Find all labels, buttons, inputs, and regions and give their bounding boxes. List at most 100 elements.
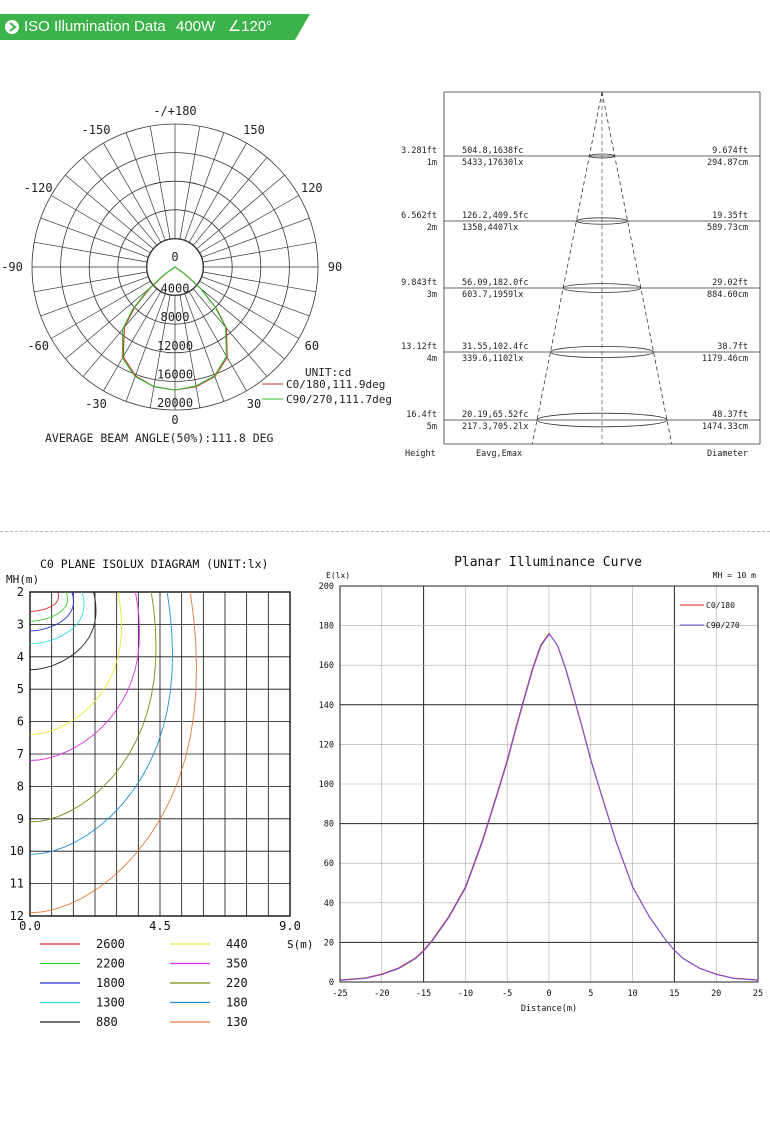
polar-spoke — [184, 293, 225, 402]
polar-legend-entry: C0/180,111.9deg — [286, 378, 385, 391]
planar-y-tick: 0 — [329, 978, 334, 988]
planar-title: Planar Illuminance Curve — [454, 555, 642, 570]
polar-spoke — [40, 217, 149, 258]
cone-col-height: Height — [405, 449, 436, 459]
polar-spoke — [184, 132, 225, 241]
cone-col-eavg: Eavg,Emax — [476, 449, 522, 459]
cone-col-diameter: Diameter — [707, 449, 748, 459]
cone-diameter-ft: 19.35ft — [712, 211, 748, 221]
cone-ellipse — [562, 283, 642, 293]
isolux-legend-entry: 180 — [226, 996, 248, 1010]
polar-spoke — [201, 276, 310, 317]
planar-x-tick: -15 — [416, 989, 431, 999]
cone-diameter-cm: 1474.33cm — [702, 422, 748, 432]
polar-spoke — [103, 291, 162, 392]
cone-fc: 56.09,182.0fc — [462, 278, 529, 288]
isolux-contour-350 — [29, 591, 140, 761]
section-divider — [0, 531, 770, 532]
cone-ellipse — [588, 153, 616, 159]
cone-lx: 603.7,1959lx — [462, 290, 523, 300]
planar-x-label: Distance(m) — [521, 1004, 577, 1014]
planar-legend-entry: C90/270 — [706, 621, 740, 630]
polar-spoke — [199, 280, 300, 339]
polar-spoke — [196, 284, 285, 360]
cone-diameter-cm: 589.73cm — [707, 223, 748, 233]
polar-spoke — [82, 288, 158, 377]
isolux-legend-entry: 880 — [96, 1015, 118, 1029]
planar-y-label: E(lx) — [326, 571, 350, 580]
cone-diameter-cm: 294.87cm — [707, 158, 748, 168]
cone-ellipse — [576, 217, 628, 225]
planar-note: MH = 10 m — [713, 571, 757, 580]
cone-height-m: 3m — [427, 290, 437, 300]
polar-angle-label: -30 — [85, 397, 107, 411]
isolux-diagram: 2 3 4 5 6 7 8 9 10 11 120.0 4.5 9.0 C0 PLANE ISOLUX D… — [6, 557, 314, 1029]
banner-power: 400W — [176, 18, 216, 35]
cone-diameter-ft: 9.674ft — [712, 146, 748, 156]
polar-spoke — [149, 294, 171, 408]
planar-y-tick: 160 — [319, 661, 334, 671]
cone-height-ft: 13.12ft — [401, 342, 437, 352]
polar-spoke — [125, 293, 166, 402]
isolux-legend-entry: 440 — [226, 937, 248, 951]
polar-spoke — [202, 271, 316, 293]
polar-spoke — [188, 291, 247, 392]
polar-angle-label: 60 — [305, 339, 319, 353]
polar-footer: AVERAGE BEAM ANGLE(50%):111.8 DEG — [45, 431, 274, 445]
isolux-legend-entry: 220 — [226, 976, 248, 990]
planar-x-tick: -25 — [332, 989, 347, 999]
cone-height-ft: 16.4ft — [406, 410, 437, 420]
isolux-legend-entry: 2200 — [96, 957, 125, 971]
cone-fc: 31.55,102.4fc — [462, 342, 529, 352]
isolux-y-tick: 11 — [10, 877, 24, 891]
polar-spoke — [201, 217, 310, 258]
cone-fc: 20.19,65.52fc — [462, 410, 529, 420]
polar-spoke — [149, 126, 171, 240]
polar-legend-entry: C90/270,111.7deg — [286, 393, 392, 406]
isolux-contour-440 — [29, 591, 122, 736]
cone-lx: 5433,17630lx — [462, 158, 523, 168]
polar-spoke — [82, 157, 158, 246]
cone-ellipse — [550, 345, 654, 358]
banner-title: ISO Illumination Data — [24, 18, 166, 35]
cone-diameter-ft: 29.02ft — [712, 278, 748, 288]
polar-spoke — [103, 142, 162, 243]
planar-x-tick: 20 — [711, 989, 721, 999]
cone-height-ft: 6.562ft — [401, 211, 437, 221]
isolux-y-tick: 12 — [10, 909, 24, 923]
planar-x-tick: 15 — [669, 989, 679, 999]
polar-spoke — [196, 174, 285, 250]
polar-candela-chart: -/+180 -150 150 -120 120 -90 90 -60 60 -30 30 0 0 400… — [1, 104, 392, 445]
planar-y-tick: 140 — [319, 701, 334, 711]
polar-spoke — [50, 195, 151, 254]
planar-x-tick: 25 — [753, 989, 763, 999]
planar-illuminance-chart: -25 -20 -15 -10 -5 0 5 10 15 20 25 0 20 40 60 80 100 120 1… — [319, 555, 763, 1014]
polar-angle-label: 0 — [171, 413, 178, 427]
cone-ellipse — [536, 412, 668, 428]
cone-diameter-cm: 1179.46cm — [702, 354, 748, 364]
banner-angle: ∠120° — [227, 18, 273, 35]
planar-x-tick: -20 — [374, 989, 389, 999]
isolux-contour-180 — [29, 591, 173, 855]
planar-y-tick: 200 — [319, 582, 334, 592]
isolux-contour-130 — [29, 591, 197, 914]
polar-series-2 — [121, 266, 228, 391]
cone-height-ft: 9.843ft — [401, 278, 437, 288]
planar-x-tick: -10 — [458, 989, 473, 999]
polar-spoke — [34, 241, 148, 263]
isolux-y-tick: 10 — [10, 844, 24, 858]
polar-angle-label: -/+180 — [153, 104, 196, 118]
polar-spoke — [202, 241, 316, 263]
polar-angle-label: -90 — [1, 260, 23, 274]
banner-power-angle: 400W ∠120° — [176, 17, 272, 37]
isolux-x-tick: 4.5 — [149, 919, 171, 933]
isolux-y-tick: 9 — [17, 812, 24, 826]
polar-radial-tick: 4000 — [161, 282, 190, 296]
polar-spoke — [192, 288, 268, 377]
isolux-legend-entry: 1300 — [96, 996, 125, 1010]
cone-diameter-cm: 884.60cm — [707, 290, 748, 300]
isolux-y-label: MH(m) — [6, 573, 39, 586]
polar-radial-tick: 20000 — [157, 396, 193, 410]
polar-angle-label: 90 — [328, 260, 342, 274]
planar-legend-entry: C0/180 — [706, 601, 735, 610]
